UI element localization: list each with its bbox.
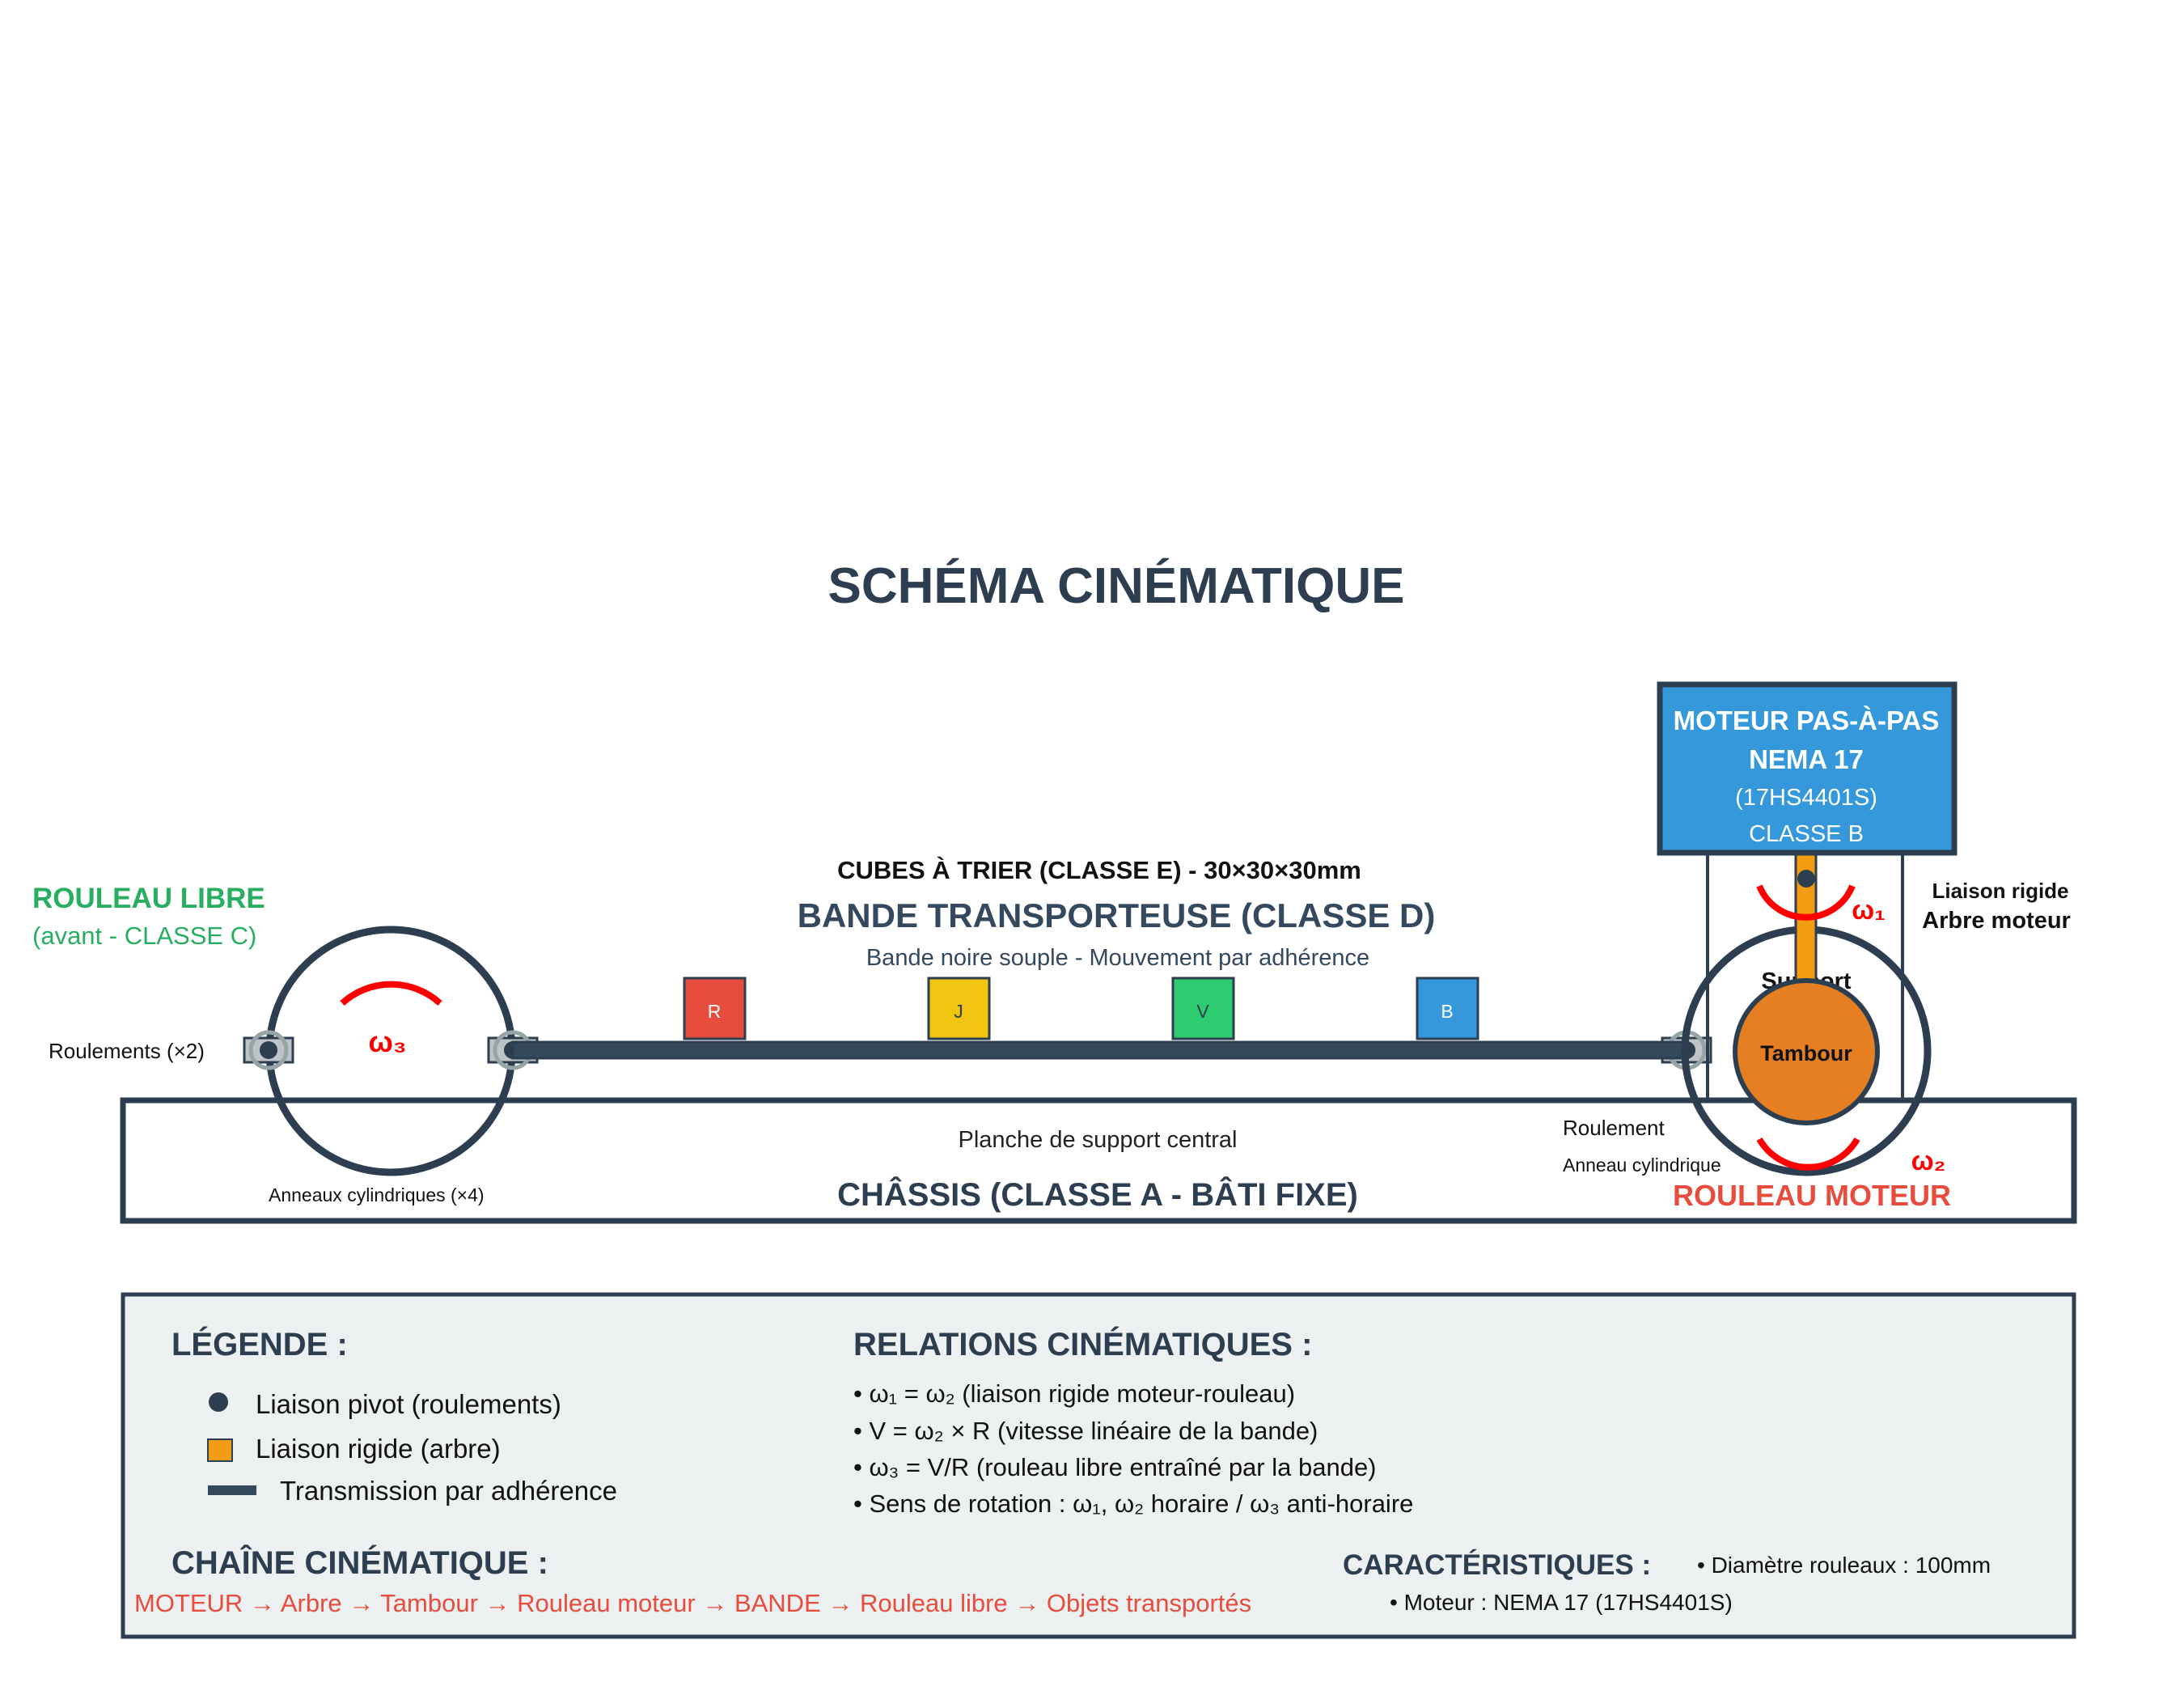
spec-2: • Moteur : NEMA 17 (17HS4401S) <box>1390 1590 1733 1615</box>
belt-subtitle: Bande noire souple - Mouvement par adhér… <box>866 945 1369 971</box>
conveyor-belt <box>511 1040 1688 1060</box>
spec-1: • Diamètre rouleaux : 100mm <box>1697 1553 1991 1578</box>
motor-line1: MOTEUR PAS-À-PAS <box>1674 705 1940 735</box>
legend-panel <box>121 1292 2076 1639</box>
shaft-pivot-icon <box>1797 870 1815 888</box>
page-title: SCHÉMA CINÉMATIQUE <box>828 558 1405 614</box>
free-roller-title: ROULEAU LIBRE <box>32 883 265 914</box>
drive-ring-label: Anneau cylindrique <box>1563 1155 1721 1176</box>
svg-text:R: R <box>708 1001 722 1022</box>
relation-2: • V = ω₂ × R (vitesse linéaire de la ban… <box>853 1417 1318 1445</box>
svg-text:V: V <box>1196 1001 1209 1022</box>
rings-label: Anneaux cylindriques (×4) <box>269 1184 485 1205</box>
relations-title: RELATIONS CINÉMATIQUES : <box>853 1326 1312 1362</box>
specs-title: CARACTÉRISTIQUES : <box>1343 1549 1651 1581</box>
chain-title: CHAÎNE CINÉMATIQUE : <box>171 1544 548 1581</box>
relation-4: • Sens de rotation : ω₁, ω₂ horaire / ω₃… <box>853 1489 1413 1518</box>
chain-text: MOTEUR → Arbre → Tambour → Rouleau moteu… <box>134 1589 1251 1617</box>
svg-text:B: B <box>1441 1001 1453 1022</box>
cube-green: V <box>1171 977 1235 1040</box>
chassis-title: CHÂSSIS (CLASSE A - BÂTI FIXE) <box>837 1176 1358 1213</box>
omega2-arrow-icon <box>1756 1137 1860 1171</box>
omega3-arrow-icon <box>340 981 442 1006</box>
legend-item-rigid: Liaison rigide (arbre) <box>256 1434 501 1464</box>
motor-box <box>1657 681 1958 856</box>
motor-shaft-label: Arbre moteur <box>1922 908 2071 934</box>
rigid-link-label: Liaison rigide <box>1932 879 2068 903</box>
motor-line3: (17HS4401S) <box>1735 785 1877 811</box>
drive-roller-title: ROULEAU MOTEUR <box>1673 1179 1951 1212</box>
motor-line2: NEMA 17 <box>1749 744 1864 774</box>
cube-red: R <box>683 977 747 1040</box>
rigid-legend-icon <box>207 1438 233 1462</box>
bearing-left-outer-icon <box>243 1030 294 1070</box>
svg-text:J: J <box>954 1001 963 1022</box>
relation-1: • ω₁ = ω₂ (liaison rigide moteur-rouleau… <box>853 1379 1295 1408</box>
motor-line4: CLASSE B <box>1749 821 1864 847</box>
free-roller-subtitle: (avant - CLASSE C) <box>32 922 256 950</box>
drum-label: Tambour <box>1760 1041 1852 1066</box>
chassis-board-label: Planche de support central <box>959 1127 1238 1153</box>
adhesion-legend-icon <box>208 1485 256 1495</box>
cube-yellow: J <box>927 977 991 1040</box>
bearings-label: Roulements (×2) <box>49 1039 205 1063</box>
omega2-label: ω₂ <box>1911 1146 1946 1176</box>
cube-blue: B <box>1416 977 1479 1040</box>
drum <box>1733 978 1880 1125</box>
omega1-label: ω₁ <box>1852 895 1886 925</box>
legend-item-adhesion: Transmission par adhérence <box>280 1476 617 1506</box>
omega3-label: ω₃ <box>368 1025 406 1058</box>
drive-bearing-label: Roulement <box>1563 1116 1666 1140</box>
legend-item-pivot: Liaison pivot (roulements) <box>256 1389 561 1419</box>
legend-title: LÉGENDE : <box>171 1326 348 1362</box>
relation-3: • ω₃ = V/R (rouleau libre entraîné par l… <box>853 1453 1377 1481</box>
belt-title: BANDE TRANSPORTEUSE (CLASSE D) <box>798 896 1436 934</box>
cubes-label: CUBES À TRIER (CLASSE E) - 30×30×30mm <box>837 856 1361 884</box>
omega1-arrow-icon <box>1756 884 1856 921</box>
pivot-legend-icon <box>209 1392 228 1412</box>
